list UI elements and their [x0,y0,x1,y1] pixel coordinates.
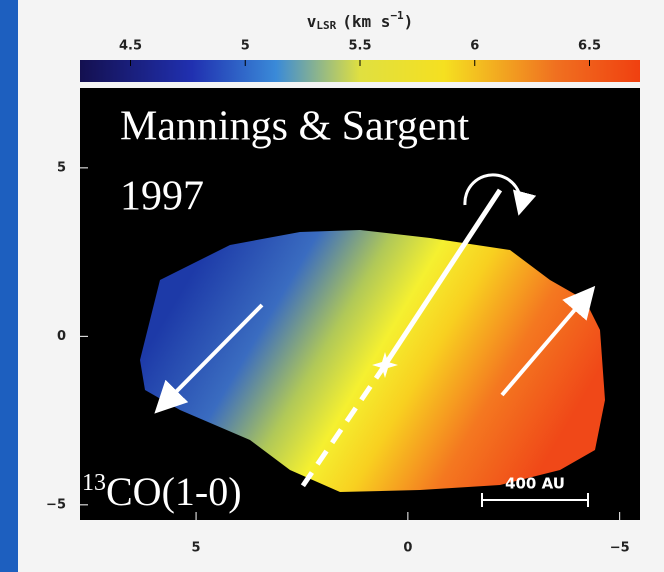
y-tick-label: −5 [46,497,66,512]
colorbar-tick-label: 4.5 [119,39,142,54]
year: 1997 [120,174,204,220]
slide: 400 AU Mannings & Sargent 1997 13CO(1-0)… [0,0,664,572]
subscript: LSR [316,19,336,32]
colorbar-tick-label: 5.5 [348,39,371,54]
isotope: 13 [82,470,106,496]
scale-bar-label: 400 AU [505,475,565,493]
x-tick-label: 5 [192,541,201,556]
unit: (km s [342,12,390,31]
exponent: −1 [390,9,404,22]
line: CO(1-0) [106,469,242,514]
close: ) [404,12,414,31]
colorbar-tick-label: 5 [241,39,250,54]
y-tick-label: 5 [57,160,66,175]
reference: Mannings & Sargent [120,104,470,150]
line-label: 13CO(1-0) [82,469,242,514]
x-tick-label: 0 [403,541,412,556]
y-tick-label: 0 [57,329,66,344]
symbol: v [307,12,317,31]
colorbar-tick-label: 6.5 [578,39,601,54]
page: 400 AU Mannings & Sargent 1997 13CO(1-0)… [0,0,664,572]
x-tick-label: −5 [610,541,630,556]
colorbar-tick-label: 6 [470,39,479,54]
